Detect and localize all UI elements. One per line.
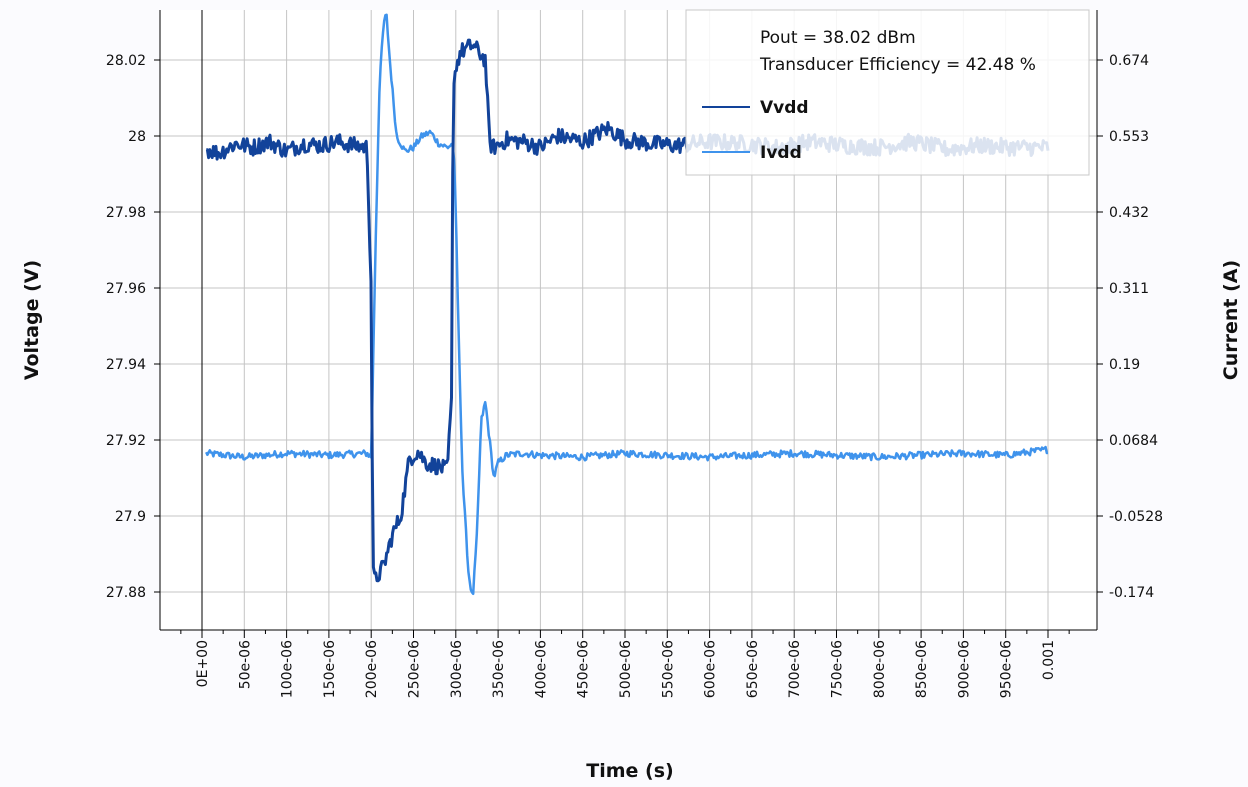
x-tick-label: 200e-06 — [364, 640, 380, 698]
y-tick-label-left: 27.98 — [106, 205, 146, 221]
series-line-ivdd — [205, 13, 1049, 596]
grid-lines — [160, 10, 1097, 630]
x-tick-label: 50e-06 — [237, 640, 253, 689]
legend-box — [685, 9, 1090, 176]
y-tick-label-left: 27.96 — [106, 281, 146, 297]
x-tick-label: 900e-06 — [956, 640, 972, 698]
y-tick-label-right: 0.553 — [1109, 129, 1149, 145]
y-axis-title-right: Current (A) — [1220, 260, 1242, 380]
x-tick-label: 0E+00 — [195, 640, 211, 687]
y-tick-label-left: 28.02 — [106, 53, 146, 69]
x-tick-label: 950e-06 — [999, 640, 1015, 698]
x-tick-label: 800e-06 — [872, 640, 888, 698]
x-tick-label: 850e-06 — [914, 640, 930, 698]
y-tick-label-right: -0.174 — [1109, 585, 1154, 601]
axis-ticks: 0E+00 50e-06 100e-06 150e-06 200e-06 250e-06 3… — [106, 53, 1163, 698]
annotation-pout: Pout = 38.02 dBm — [760, 28, 916, 48]
y-tick-label-left: 27.94 — [106, 357, 146, 373]
legend-label-ivdd: Ivdd — [760, 143, 802, 163]
x-tick-label: 650e-06 — [745, 640, 761, 698]
y-tick-label-right: 0.19 — [1109, 357, 1140, 373]
y-tick-label-right: 0.0684 — [1109, 433, 1158, 449]
y-tick-label-left: 27.92 — [106, 433, 146, 449]
x-tick-label: 600e-06 — [703, 640, 719, 698]
y-axis-title-left: Voltage (V) — [21, 260, 43, 380]
x-tick-label: 350e-06 — [491, 640, 507, 698]
x-tick-label: 700e-06 — [787, 640, 803, 698]
y-tick-label-right: 0.432 — [1109, 205, 1149, 221]
y-tick-label-left: 27.88 — [106, 585, 146, 601]
x-tick-label: 250e-06 — [407, 640, 423, 698]
y-tick-label-right: 0.311 — [1109, 281, 1149, 297]
x-tick-label: 100e-06 — [280, 640, 296, 698]
y-tick-label-left: 27.9 — [115, 509, 146, 525]
y-tick-label-right: -0.0528 — [1109, 509, 1163, 525]
x-tick-label: 400e-06 — [533, 640, 549, 698]
legend-label-vvdd: Vvdd — [760, 98, 809, 118]
x-tick-label: 150e-06 — [322, 640, 338, 698]
x-tick-label: 500e-06 — [618, 640, 634, 698]
x-tick-label: 0.001 — [1041, 640, 1057, 680]
x-tick-label: 550e-06 — [660, 640, 676, 698]
x-tick-label: 450e-06 — [576, 640, 592, 698]
annotation-efficiency: Transducer Efficiency = 42.48 % — [759, 55, 1036, 75]
x-axis-title: Time (s) — [586, 760, 673, 782]
x-tick-label: 300e-06 — [449, 640, 465, 698]
y-tick-label-left: 28 — [128, 129, 146, 145]
x-tick-label: 750e-06 — [830, 640, 846, 698]
y-tick-label-right: 0.674 — [1109, 53, 1149, 69]
